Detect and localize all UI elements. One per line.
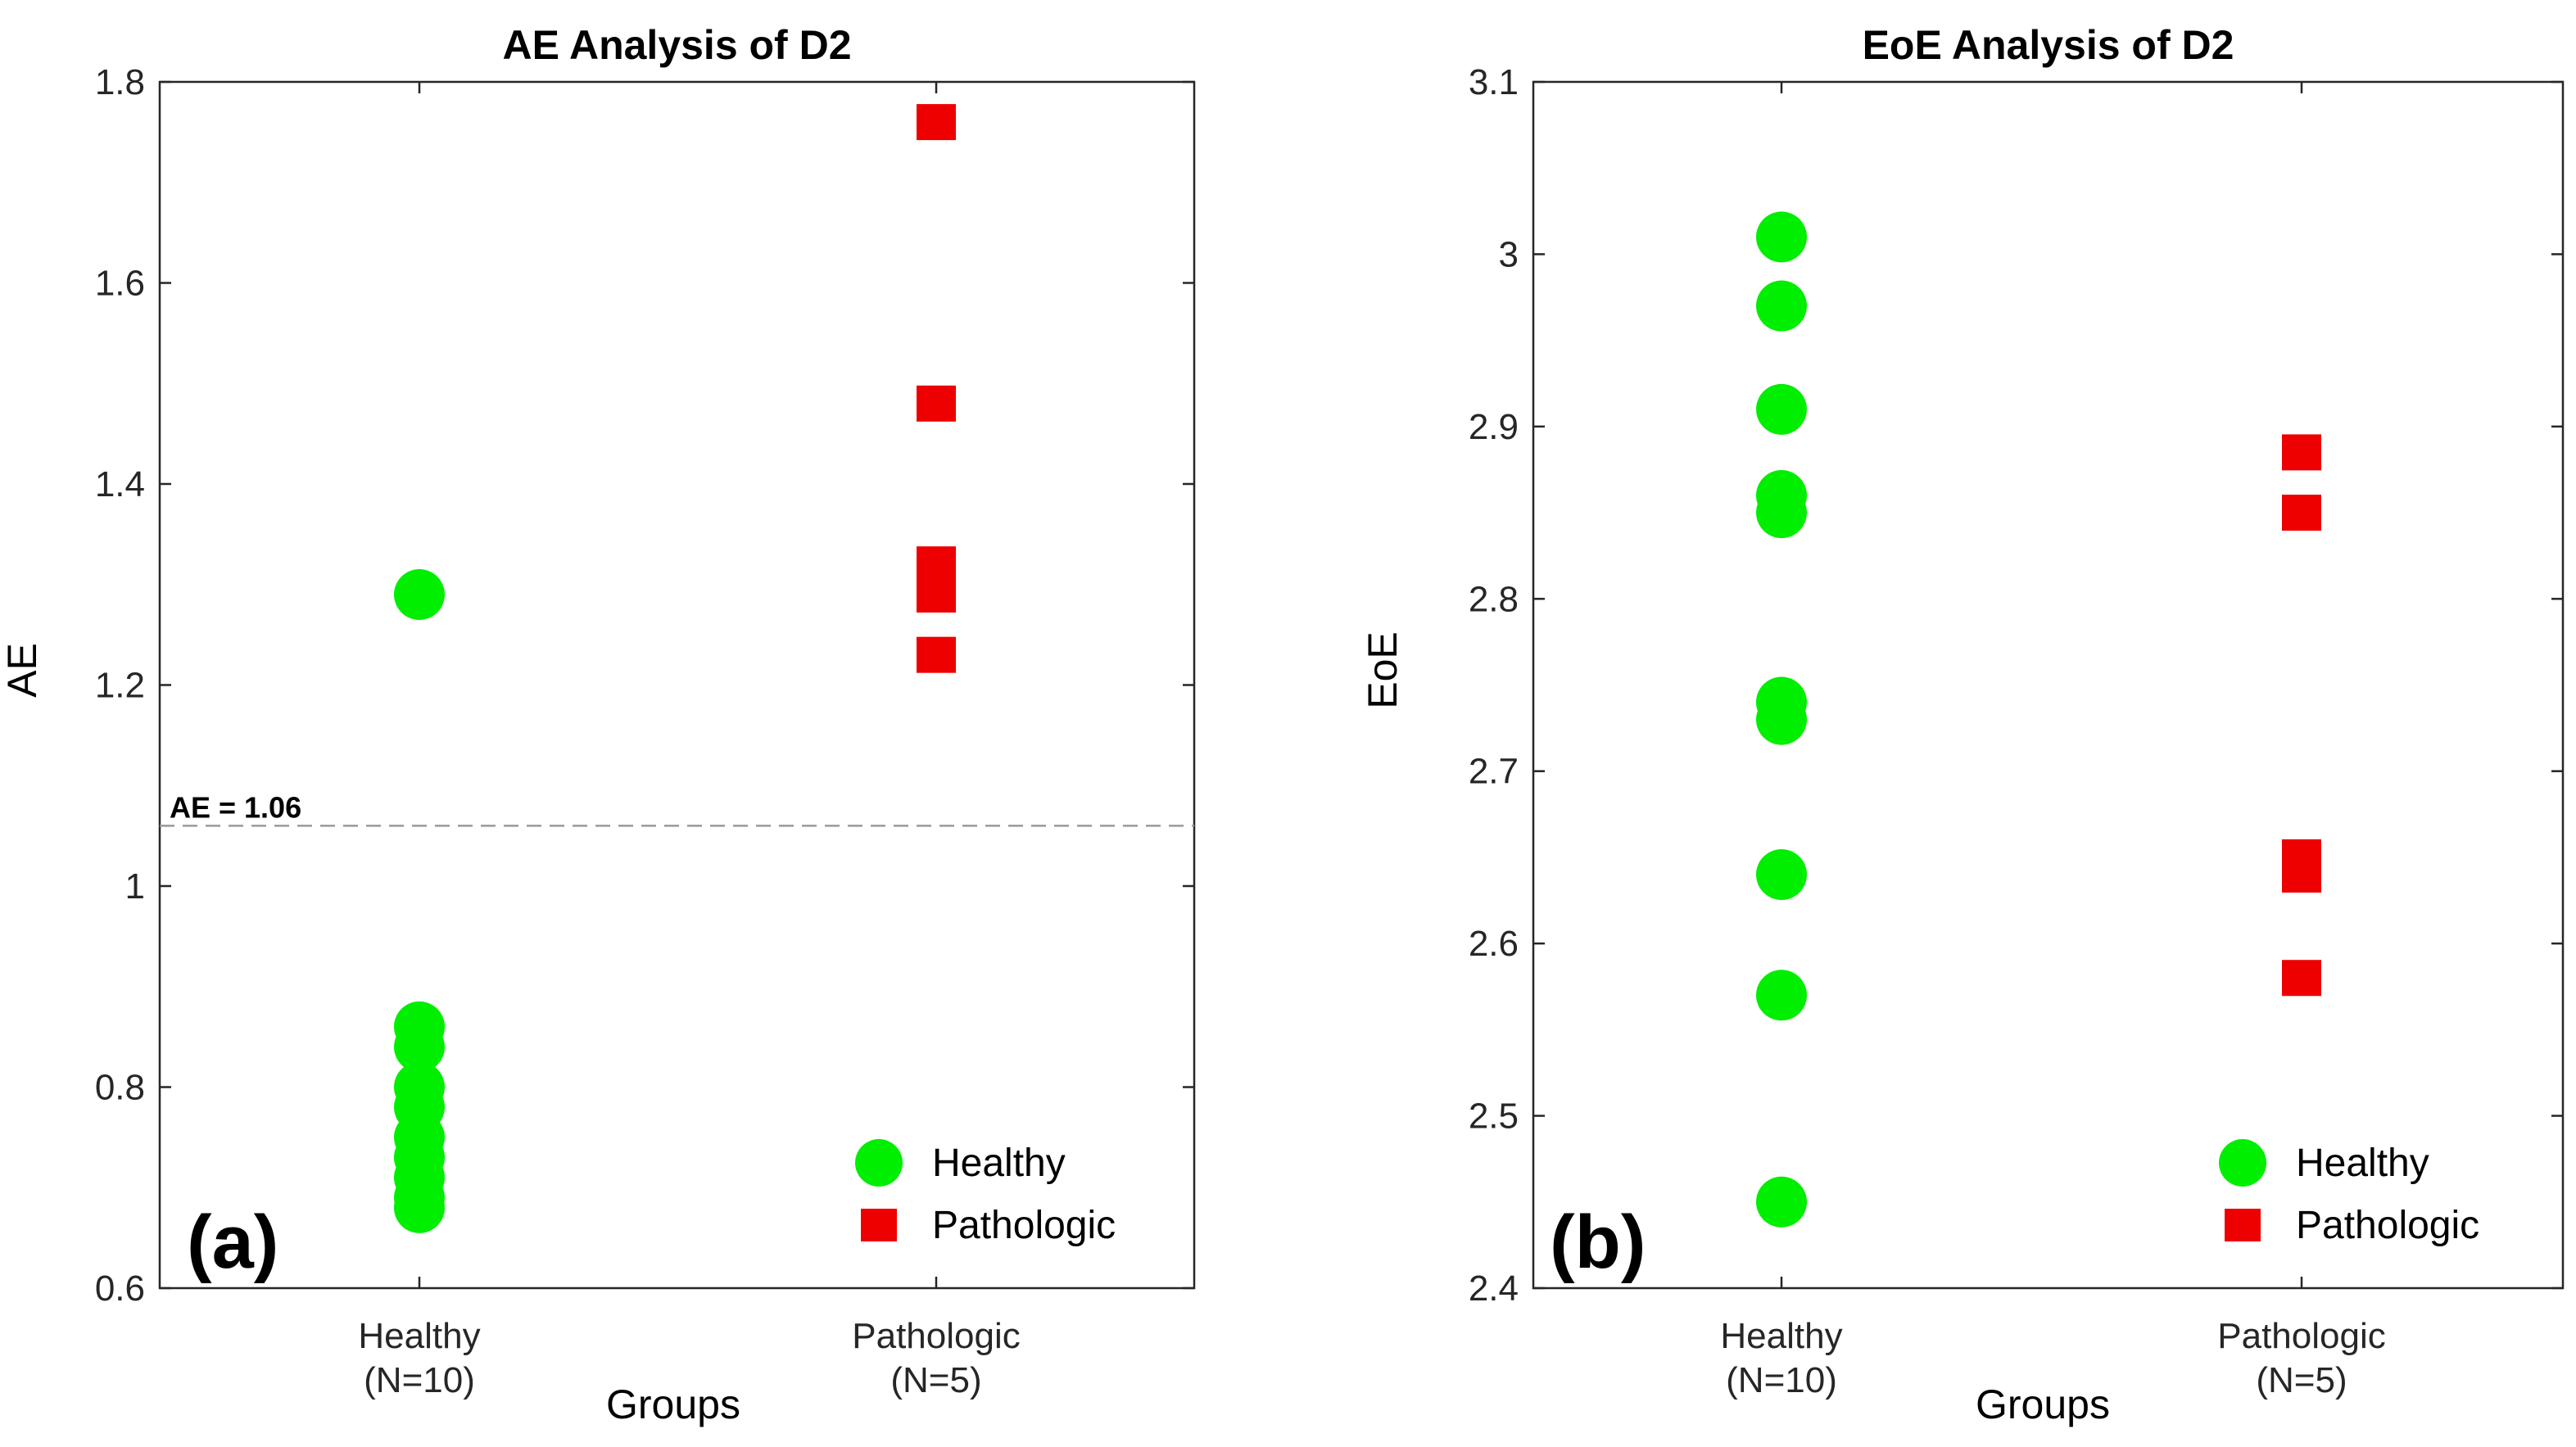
y-tick-label: 0.6 — [95, 1268, 145, 1309]
plot-area — [158, 80, 1196, 1290]
x-tick-sublabel: (N=10) — [364, 1360, 475, 1400]
x-tick-label: Healthy — [358, 1316, 480, 1356]
y-tick-label: 3 — [1499, 234, 1519, 274]
legend-marker-pathologic — [2225, 1209, 2261, 1241]
data-point-pathologic — [2282, 960, 2321, 997]
chart-panel-1: AE Analysis of D2 0.6 0.8 1 1.2 1.4 1.6 1.8 Heal… — [0, 22, 1196, 1427]
x-tick-sublabel: (N=5) — [2256, 1360, 2347, 1400]
x-axis-label: Groups — [1976, 1381, 2110, 1427]
y-tick-label: 1.8 — [95, 62, 145, 102]
y-tick-label: 1.4 — [95, 464, 145, 504]
y-tick-label: 1.2 — [95, 666, 145, 706]
y-tick-label: 2.8 — [1469, 579, 1519, 619]
data-point-healthy — [394, 1021, 445, 1073]
chart-panel-2: EoE Analysis of D2 2.4 2.5 2.6 2.7 2.8 2.9 3 3.1… — [1360, 22, 2565, 1427]
y-tick-label: 2.9 — [1469, 407, 1519, 447]
data-point-pathologic — [2282, 434, 2321, 471]
legend-marker-healthy — [2219, 1139, 2266, 1187]
data-point-healthy — [1756, 487, 1807, 539]
legend-marker-pathologic — [861, 1209, 897, 1241]
x-tick-label: Pathologic — [2217, 1316, 2385, 1356]
panel-label: (b) — [1550, 1201, 1646, 1284]
legend-label: Healthy — [932, 1142, 1066, 1185]
data-point-healthy — [1756, 211, 1807, 263]
data-point-healthy — [1756, 280, 1807, 332]
y-axis-label: AE — [0, 643, 45, 698]
data-point-pathologic — [917, 546, 956, 583]
data-point-healthy — [1756, 383, 1807, 435]
legend-label: Pathologic — [2296, 1204, 2479, 1247]
chart-title: EoE Analysis of D2 — [1863, 22, 2234, 68]
data-point-healthy — [394, 569, 445, 621]
y-tick-label: 1.6 — [95, 264, 145, 304]
data-point-healthy — [1756, 970, 1807, 1021]
x-axis-label: Groups — [606, 1381, 740, 1427]
y-tick-label: 2.4 — [1469, 1268, 1519, 1309]
y-axis-label: EoE — [1360, 631, 1406, 709]
y-tick-label: 2.7 — [1469, 752, 1519, 792]
data-point-healthy — [394, 1182, 445, 1233]
y-tick-label: 2.5 — [1469, 1097, 1519, 1137]
y-tick-label: 3.1 — [1469, 62, 1519, 102]
x-tick-label: Healthy — [1720, 1316, 1842, 1356]
legend-label: Pathologic — [932, 1204, 1116, 1247]
x-tick-label: Pathologic — [852, 1316, 1020, 1356]
legend-label: Healthy — [2296, 1142, 2429, 1185]
data-point-pathologic — [2282, 495, 2321, 531]
panel-label: (a) — [187, 1201, 278, 1284]
legend-marker-healthy — [855, 1139, 903, 1187]
data-point-pathologic — [917, 577, 956, 613]
data-point-healthy — [1756, 694, 1807, 745]
x-tick-sublabel: (N=5) — [890, 1360, 981, 1400]
plot-area — [1532, 80, 2565, 1290]
threshold-label: AE = 1.06 — [170, 790, 301, 824]
y-tick-label: 2.6 — [1469, 924, 1519, 964]
data-point-pathologic — [917, 636, 956, 673]
legend: Healthy Pathologic — [855, 1139, 1116, 1247]
data-point-healthy — [1756, 848, 1807, 900]
data-point-pathologic — [917, 104, 956, 141]
chart-title: AE Analysis of D2 — [502, 22, 851, 68]
data-point-healthy — [1756, 1176, 1807, 1228]
x-tick-sublabel: (N=10) — [1726, 1360, 1837, 1400]
y-tick-label: 1 — [125, 866, 145, 907]
y-tick-label: 0.8 — [95, 1068, 145, 1108]
legend: Healthy Pathologic — [2219, 1139, 2479, 1247]
data-point-pathologic — [917, 385, 956, 422]
data-point-pathologic — [2282, 856, 2321, 893]
